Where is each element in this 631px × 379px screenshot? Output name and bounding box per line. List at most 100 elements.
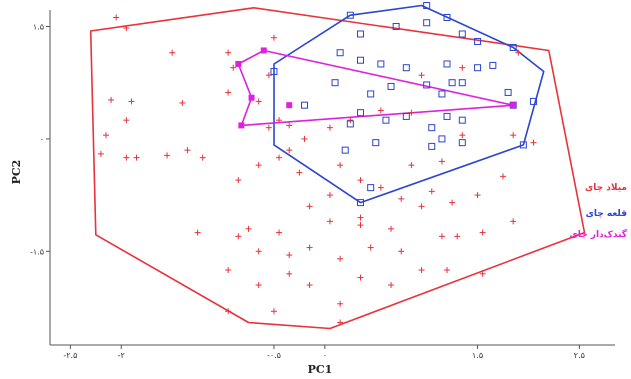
point-plus-marker bbox=[286, 147, 293, 154]
point-plus-marker bbox=[286, 252, 293, 259]
point-plus-marker bbox=[276, 117, 283, 124]
point-filled-square-marker bbox=[238, 122, 245, 129]
point-square-marker bbox=[428, 124, 436, 132]
point-plus-marker bbox=[418, 267, 425, 274]
point-square-marker bbox=[443, 60, 451, 68]
point-plus-marker bbox=[459, 64, 466, 71]
point-plus-marker bbox=[270, 308, 277, 315]
point-square-marker bbox=[367, 90, 375, 98]
legend-label-gandakdar: گندک‌دار چای bbox=[570, 228, 628, 240]
point-plus-marker bbox=[128, 98, 135, 105]
x-tick-label: -۰.۵ bbox=[267, 351, 281, 360]
point-square-marker bbox=[474, 37, 482, 45]
x-tick-label: ۰ bbox=[323, 351, 327, 360]
x-axis-title: PC1 bbox=[308, 363, 333, 376]
point-plus-marker bbox=[337, 162, 344, 169]
point-square-marker bbox=[356, 199, 364, 207]
point-square-marker bbox=[356, 30, 364, 38]
point-square-marker bbox=[423, 19, 431, 27]
point-plus-marker bbox=[230, 64, 237, 71]
point-plus-marker bbox=[398, 248, 405, 255]
point-square-marker bbox=[356, 56, 364, 64]
point-plus-marker bbox=[225, 49, 232, 56]
point-square-marker bbox=[367, 184, 375, 192]
point-plus-marker bbox=[265, 124, 272, 131]
point-plus-marker bbox=[306, 203, 313, 210]
point-square-marker bbox=[448, 79, 456, 87]
point-square-marker bbox=[474, 64, 482, 72]
point-plus-marker bbox=[235, 177, 242, 184]
point-plus-marker bbox=[530, 139, 537, 146]
point-plus-marker bbox=[301, 135, 308, 142]
point-square-marker bbox=[458, 30, 466, 38]
point-plus-marker bbox=[479, 270, 486, 277]
point-plus-marker bbox=[408, 162, 415, 169]
point-plus-marker bbox=[194, 229, 201, 236]
point-plus-marker bbox=[377, 184, 384, 191]
point-plus-marker bbox=[255, 98, 262, 105]
point-plus-marker bbox=[357, 222, 364, 229]
point-square-marker bbox=[458, 116, 466, 124]
point-filled-square-marker bbox=[510, 102, 517, 109]
point-plus-marker bbox=[438, 158, 445, 165]
point-plus-marker bbox=[235, 233, 242, 240]
point-plus-marker bbox=[474, 192, 481, 199]
point-plus-marker bbox=[102, 132, 109, 139]
point-square-marker bbox=[489, 61, 497, 69]
y-axis-title: PC2 bbox=[10, 160, 23, 185]
point-square-marker bbox=[438, 90, 446, 98]
point-plus-marker bbox=[438, 233, 445, 240]
point-plus-marker bbox=[398, 195, 405, 202]
point-plus-marker bbox=[388, 225, 395, 232]
point-plus-marker bbox=[377, 107, 384, 114]
point-square-marker bbox=[336, 49, 344, 57]
point-plus-marker bbox=[276, 229, 283, 236]
point-plus-marker bbox=[326, 192, 333, 199]
point-plus-marker bbox=[326, 124, 333, 131]
hull-milad bbox=[89, 7, 586, 330]
point-square-marker bbox=[458, 79, 466, 87]
point-plus-marker bbox=[510, 218, 517, 225]
point-plus-marker bbox=[164, 152, 171, 159]
point-plus-marker bbox=[500, 173, 507, 180]
x-tick-label: ۲.۵ bbox=[574, 351, 585, 360]
axes bbox=[49, 10, 615, 346]
point-plus-marker bbox=[270, 34, 277, 41]
point-square-marker bbox=[372, 139, 380, 147]
point-plus-marker bbox=[479, 229, 486, 236]
point-square-marker bbox=[346, 120, 354, 128]
point-square-marker bbox=[428, 142, 436, 150]
point-plus-marker bbox=[225, 308, 232, 315]
x-tick-label: -۲ bbox=[118, 351, 125, 360]
point-plus-marker bbox=[245, 225, 252, 232]
point-plus-marker bbox=[306, 282, 313, 289]
point-plus-marker bbox=[123, 117, 130, 124]
point-plus-marker bbox=[296, 169, 303, 176]
point-plus-marker bbox=[357, 214, 364, 221]
convex-hulls bbox=[89, 4, 586, 330]
point-square-marker bbox=[438, 135, 446, 143]
ticks: -۲.۵ -۲ -۰.۵ ۰ ۱.۵ ۲.۵ ۱.۵ ۰ -۱.۵ bbox=[30, 22, 585, 360]
point-plus-marker bbox=[408, 109, 415, 116]
legend: میلاد چای قلعه چای گندک‌دار چای bbox=[570, 183, 628, 240]
point-plus-marker bbox=[454, 233, 461, 240]
point-plus-marker bbox=[449, 199, 456, 206]
point-square-marker bbox=[402, 112, 410, 120]
point-plus-marker bbox=[255, 162, 262, 169]
point-square-marker bbox=[423, 2, 431, 10]
point-square-marker bbox=[458, 139, 466, 147]
point-square-marker bbox=[392, 22, 400, 30]
point-plus-marker bbox=[199, 154, 206, 161]
point-plus-marker bbox=[169, 49, 176, 56]
point-plus-marker bbox=[255, 248, 262, 255]
point-plus-marker bbox=[515, 49, 522, 56]
point-plus-marker bbox=[418, 203, 425, 210]
point-plus-marker bbox=[265, 72, 272, 79]
hull-gandakdar bbox=[237, 49, 515, 127]
point-square-marker bbox=[377, 60, 385, 68]
point-plus-marker bbox=[179, 99, 186, 106]
point-plus-marker bbox=[133, 154, 140, 161]
point-plus-marker bbox=[367, 244, 374, 251]
point-plus-marker bbox=[97, 150, 104, 157]
point-plus-marker bbox=[276, 154, 283, 161]
